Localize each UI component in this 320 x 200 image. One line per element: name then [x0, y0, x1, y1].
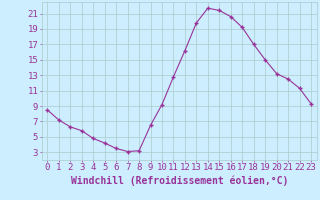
X-axis label: Windchill (Refroidissement éolien,°C): Windchill (Refroidissement éolien,°C) [70, 175, 288, 186]
